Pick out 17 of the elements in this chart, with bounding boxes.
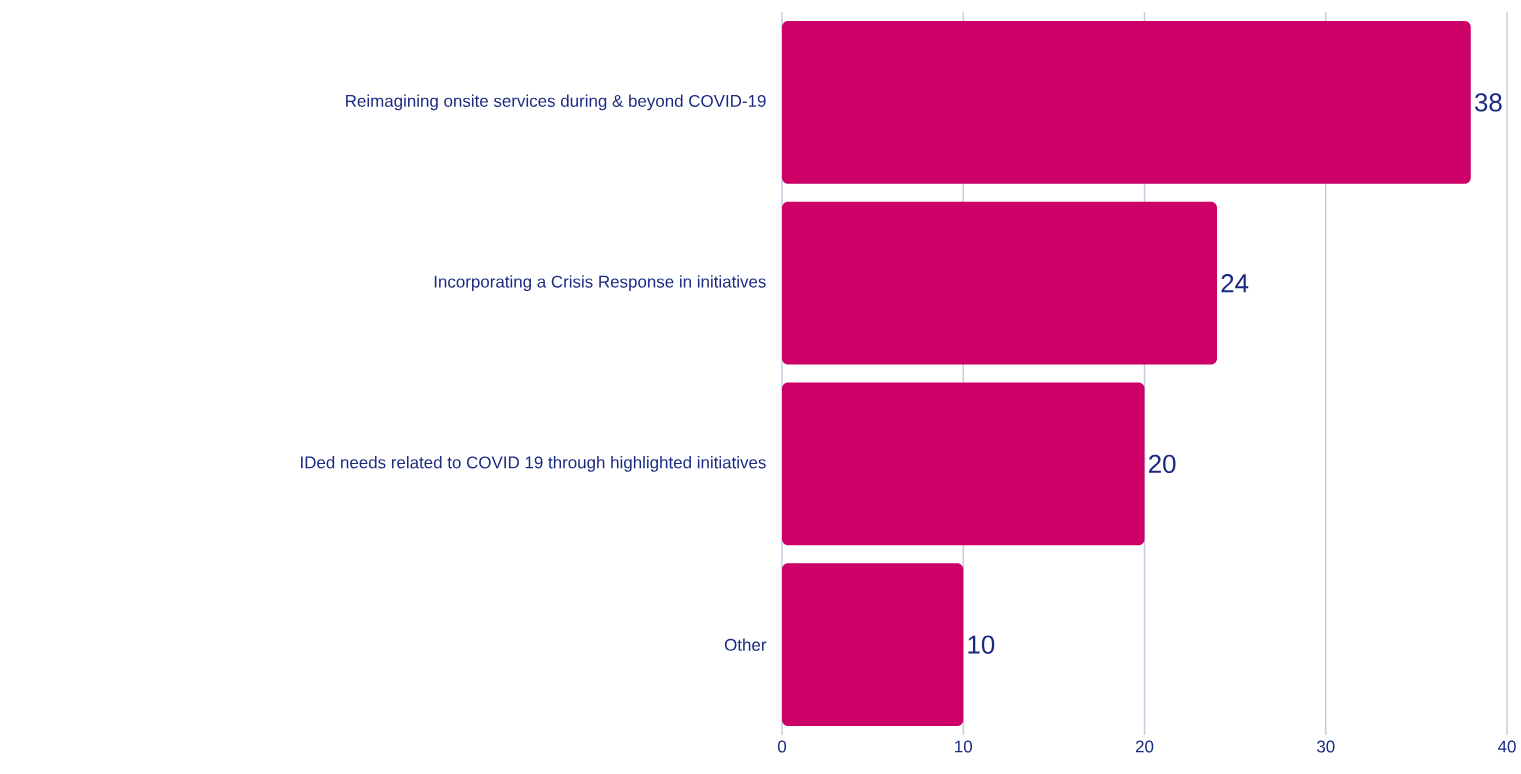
data-label: 20 [1149, 454, 1176, 474]
x-tick-label: 10 [955, 740, 973, 753]
y-tick-label: Incorporating a Crisis Response in initiatives [434, 275, 766, 292]
y-tick-label: Other [724, 638, 767, 651]
x-tick-label: 30 [1316, 740, 1335, 753]
bar [782, 201, 1218, 365]
data-label: 38 [1474, 93, 1502, 112]
y-tick-label: Reimagining onsite services during & beyond COVID-19 [346, 94, 766, 111]
data-label: 10 [968, 635, 995, 654]
bar [782, 382, 1145, 546]
x-tick-label: 20 [1135, 740, 1154, 753]
bar [782, 563, 964, 726]
x-tick-label: 0 [777, 740, 787, 753]
y-tick-label: IDed needs related to COVID 19 through highlighted initiatives [301, 456, 766, 472]
x-tick-label: 40 [1497, 740, 1516, 753]
data-label: 24 [1221, 274, 1249, 293]
bar [782, 21, 1471, 184]
